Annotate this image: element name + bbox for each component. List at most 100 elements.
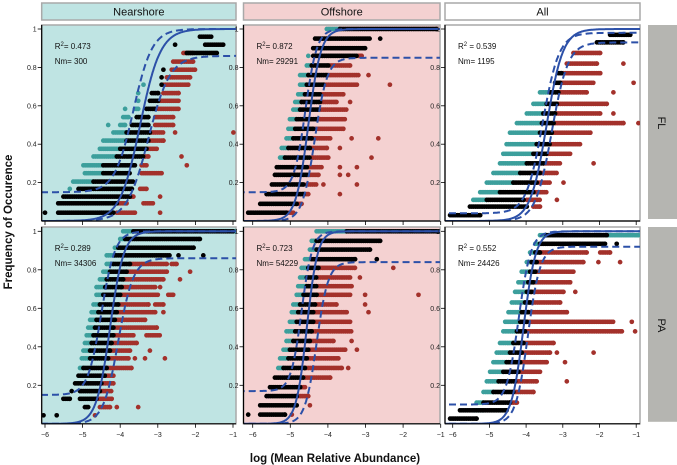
data-point-red	[331, 338, 336, 344]
data-point-red	[152, 309, 158, 315]
plot-area	[243, 26, 440, 221]
strip-nearshore	[40, 2, 237, 21]
data-point-black	[294, 201, 300, 207]
data-point-red	[154, 325, 160, 330]
data-point-red	[554, 350, 560, 355]
y-tick-label: 1	[235, 27, 239, 34]
data-point-red	[142, 356, 148, 361]
data-point-red	[192, 67, 198, 73]
data-point-red	[554, 170, 559, 176]
data-point-black	[127, 261, 133, 267]
data-point-red	[111, 381, 116, 386]
data-point-black	[307, 145, 313, 151]
data-point-black	[362, 45, 368, 51]
data-point-teal	[135, 106, 141, 112]
data-point-red	[157, 194, 163, 199]
data-point-black	[140, 154, 146, 159]
data-point-black	[309, 136, 315, 141]
r-squared-label: R2 = 0.539	[458, 42, 497, 51]
data-point-red	[562, 359, 568, 365]
x-axis-title: log (Mean Relative Abundance)	[250, 453, 420, 465]
data-point-red	[591, 350, 596, 355]
data-point-red	[554, 197, 560, 203]
data-point-red	[316, 172, 321, 178]
data-point-red	[157, 332, 163, 338]
data-point-red	[307, 402, 313, 408]
data-point-black	[307, 155, 312, 160]
data-point-red	[369, 155, 374, 160]
x-tick-label: −2	[399, 432, 407, 439]
data-point-black	[159, 75, 164, 80]
data-point-red	[551, 340, 556, 346]
y-tick-label: 0.6	[229, 306, 239, 313]
y-tick-label: 0.4	[430, 142, 440, 149]
ci-upper-curve	[243, 28, 440, 194]
data-point-red	[547, 180, 552, 185]
x-tick-label: −1	[632, 432, 640, 439]
r-letter: R	[458, 42, 464, 51]
data-point-red	[337, 191, 343, 197]
x-tick-label: −6	[249, 432, 257, 439]
y-tick-label: 0.6	[430, 306, 440, 313]
data-point-red	[571, 269, 576, 275]
strip-all	[444, 2, 641, 21]
data-point-red	[161, 309, 166, 315]
data-point-black	[525, 309, 531, 315]
y-tick-label: 0.2	[27, 383, 37, 390]
data-point-red	[596, 259, 601, 265]
x-tick-label: −6	[449, 432, 457, 439]
data-point-black	[310, 319, 316, 325]
data-point-red	[347, 63, 353, 68]
data-point-red	[146, 302, 151, 307]
data-point-red	[349, 136, 354, 141]
data-point-red	[611, 90, 616, 95]
data-point-red	[339, 365, 345, 371]
r-squared-label: R2 = 0.552	[458, 244, 497, 253]
fit-curve	[445, 28, 640, 221]
data-point-red	[337, 145, 343, 151]
data-point-red	[107, 404, 113, 410]
data-point-red	[172, 130, 178, 135]
data-point-red	[362, 302, 368, 307]
data-point-red	[302, 384, 308, 390]
data-point-black	[114, 309, 120, 315]
data-point-red	[162, 356, 168, 361]
data-point-red	[617, 259, 623, 265]
data-point-red	[142, 317, 148, 323]
data-point-red	[619, 329, 625, 334]
data-point-red	[147, 348, 153, 353]
ci-lower-curve	[445, 41, 640, 221]
data-point-red	[150, 200, 156, 206]
y-tick-label: 0.2	[229, 383, 239, 390]
y-tick-label: 0.4	[27, 142, 37, 149]
panel-nearshore-pa: R2= 0.289 Nm= 34306 0.2 0.4 0.6 0.8 1 −6 −5 −4 −3 −…	[27, 226, 237, 439]
plot-area	[445, 230, 640, 424]
data-point-red	[321, 182, 326, 187]
data-point-red	[340, 126, 346, 132]
ci-upper-curve	[445, 31, 640, 215]
data-point-black	[313, 283, 319, 289]
data-point-black	[120, 277, 126, 282]
data-point-black	[172, 42, 178, 48]
data-point-red	[176, 106, 181, 112]
data-point-red	[127, 348, 133, 353]
data-point-red	[344, 309, 350, 315]
panel-offshore-fl: R2= 0.872 Nm= 29291 0.2 0.4 0.6 0.8 1	[229, 24, 442, 225]
data-point-red	[319, 164, 324, 170]
data-point-red	[179, 154, 184, 159]
data-point-black	[191, 245, 196, 251]
plot-area	[243, 228, 440, 424]
data-point-red	[572, 289, 578, 295]
data-point-red	[607, 250, 613, 255]
panel-all-pa: R2 = 0.552 Nm= 24426 0.2 0.4 0.6 0.8 1 −6 −5 −4 −3…	[430, 226, 641, 439]
data-point-red	[161, 302, 166, 307]
data-point-red	[597, 70, 603, 76]
data-point-red	[152, 284, 158, 290]
panel-offshore-pa: R2= 0.723 Nm= 54229 0.2 0.4 0.6 0.8 1 −6 −5 −4 −3 −…	[229, 226, 445, 439]
r-superscript: 2	[262, 244, 266, 250]
data-point-red	[632, 329, 638, 334]
data-point-red	[177, 277, 183, 282]
data-point-black	[604, 232, 610, 238]
strip-offshore	[242, 2, 441, 21]
data-point-red	[349, 283, 354, 289]
